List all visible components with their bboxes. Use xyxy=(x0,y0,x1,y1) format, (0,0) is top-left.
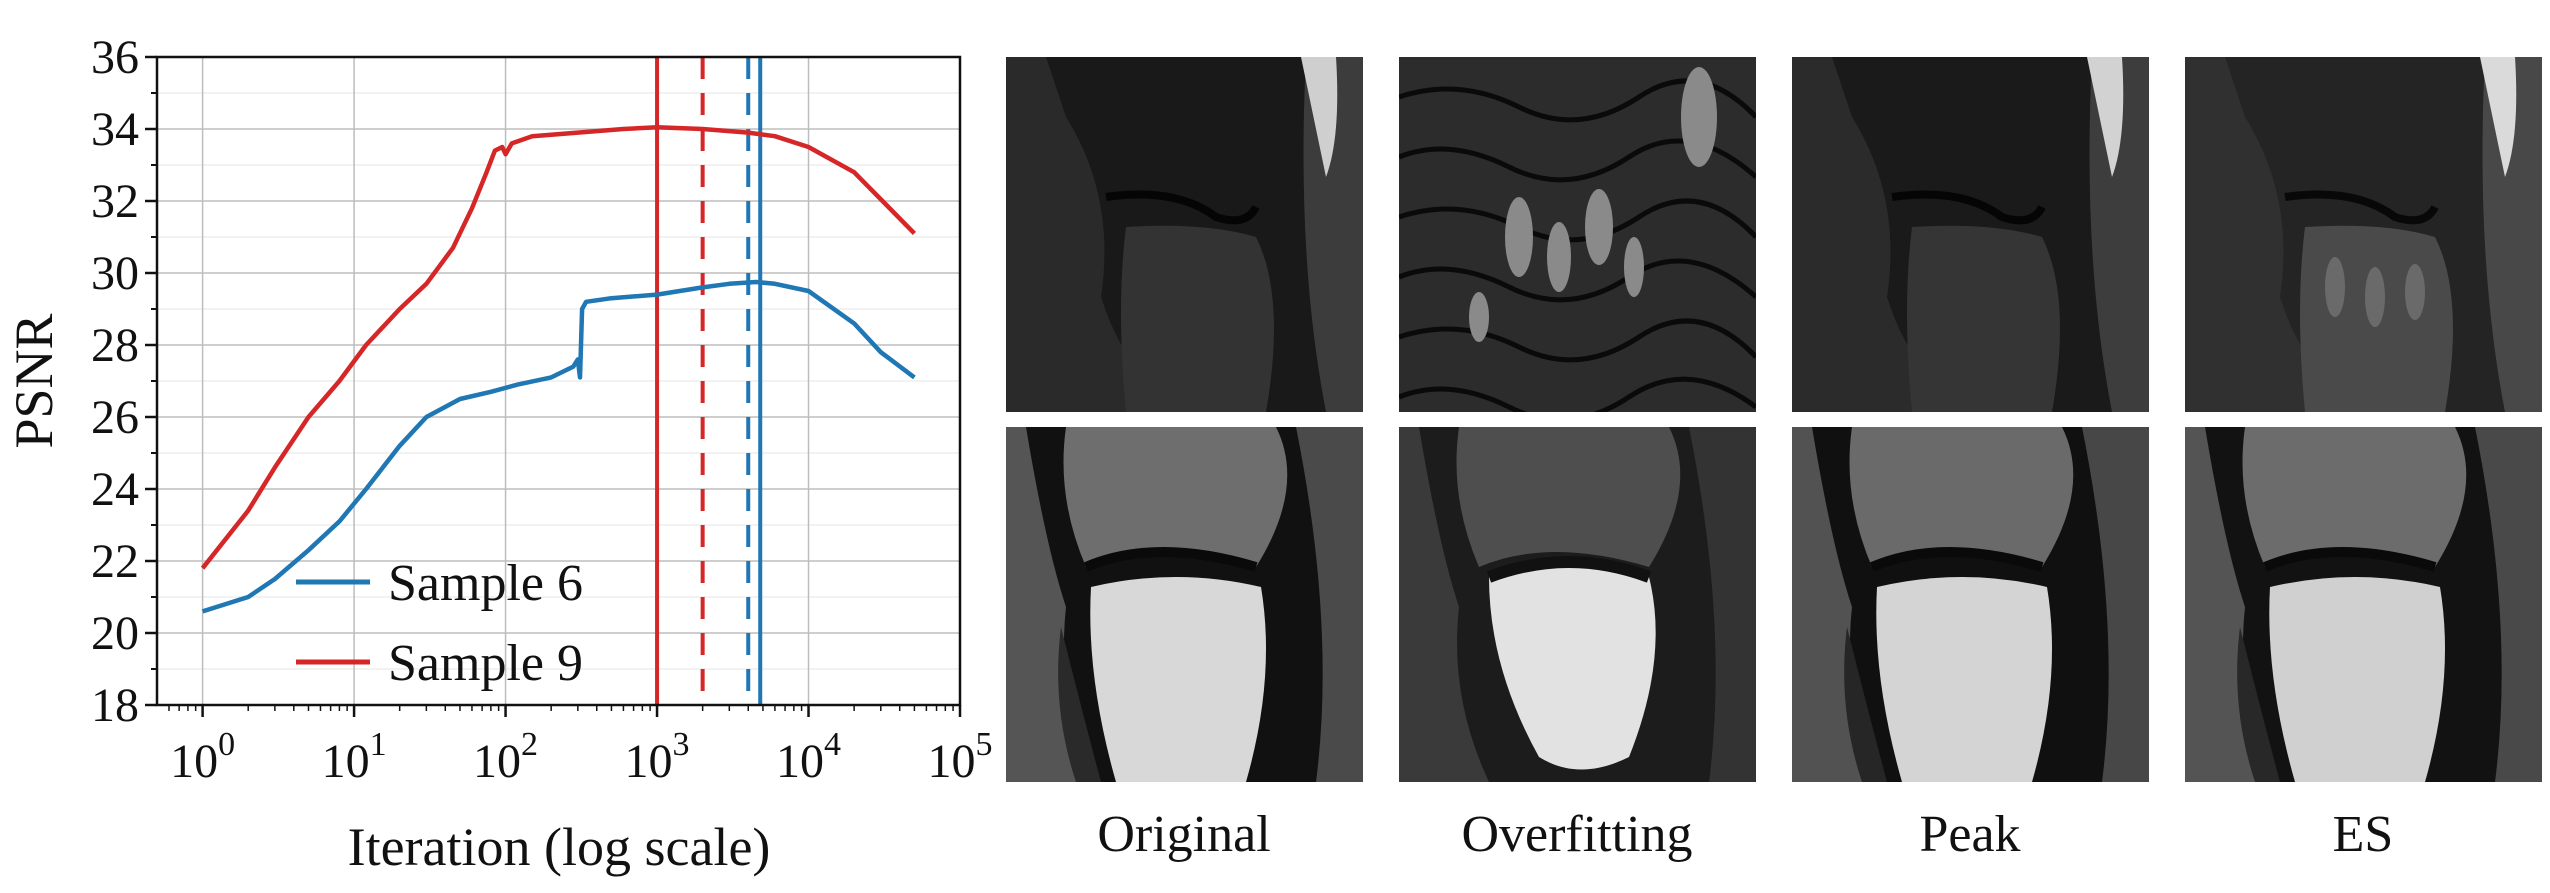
series-lines xyxy=(200,124,917,614)
y-tick-label: 28 xyxy=(91,319,139,372)
legend: Sample 6 Sample 9 xyxy=(296,555,583,692)
y-tick-label: 34 xyxy=(91,103,139,156)
y-axis-ticks: 18 20 22 24 26 28 30 32 34 36 xyxy=(91,31,157,732)
panel-peak-top xyxy=(1792,57,2149,412)
y-tick-label: 24 xyxy=(91,463,139,516)
panel-overfitting-bottom xyxy=(1399,427,1756,782)
column-label-peak: Peak xyxy=(1919,806,2021,863)
column-label-original: Original xyxy=(1097,806,1271,863)
panel-es-bottom xyxy=(2185,427,2542,782)
panel-es-top xyxy=(2185,57,2542,412)
y-tick-label: 30 xyxy=(91,247,139,300)
y-tick-label: 20 xyxy=(91,607,139,660)
series-line-2 xyxy=(200,124,917,570)
x-tick-label: 103 xyxy=(625,726,690,788)
column-label-overfitting: Overfitting xyxy=(1461,806,1693,863)
x-tick-label: 105 xyxy=(928,726,993,788)
y-tick-label: 32 xyxy=(91,175,139,228)
y-tick-label: 26 xyxy=(91,391,139,444)
x-axis-ticks: 100 101 102 103 104 105 xyxy=(168,705,993,788)
panel-original-bottom xyxy=(1006,427,1363,782)
early-stop-lines xyxy=(655,57,763,705)
panel-original-top xyxy=(1006,57,1363,412)
x-axis-label: Iteration (log scale) xyxy=(348,817,771,877)
legend-label: Sample 9 xyxy=(388,635,583,692)
column-label-es: ES xyxy=(2332,806,2394,863)
y-tick-label: 36 xyxy=(91,31,139,84)
x-tick-label: 104 xyxy=(776,726,841,788)
panel-peak-bottom xyxy=(1792,427,2149,782)
x-tick-label: 100 xyxy=(170,726,235,788)
x-tick-label: 101 xyxy=(322,726,387,788)
y-axis-label: PSNR xyxy=(4,313,64,448)
y-tick-label: 18 xyxy=(91,679,139,732)
series-line-1 xyxy=(201,279,916,614)
y-tick-label: 22 xyxy=(91,535,139,588)
x-tick-label: 102 xyxy=(473,726,538,788)
panel-overfitting-top xyxy=(1399,57,1756,412)
legend-label: Sample 6 xyxy=(388,555,583,612)
